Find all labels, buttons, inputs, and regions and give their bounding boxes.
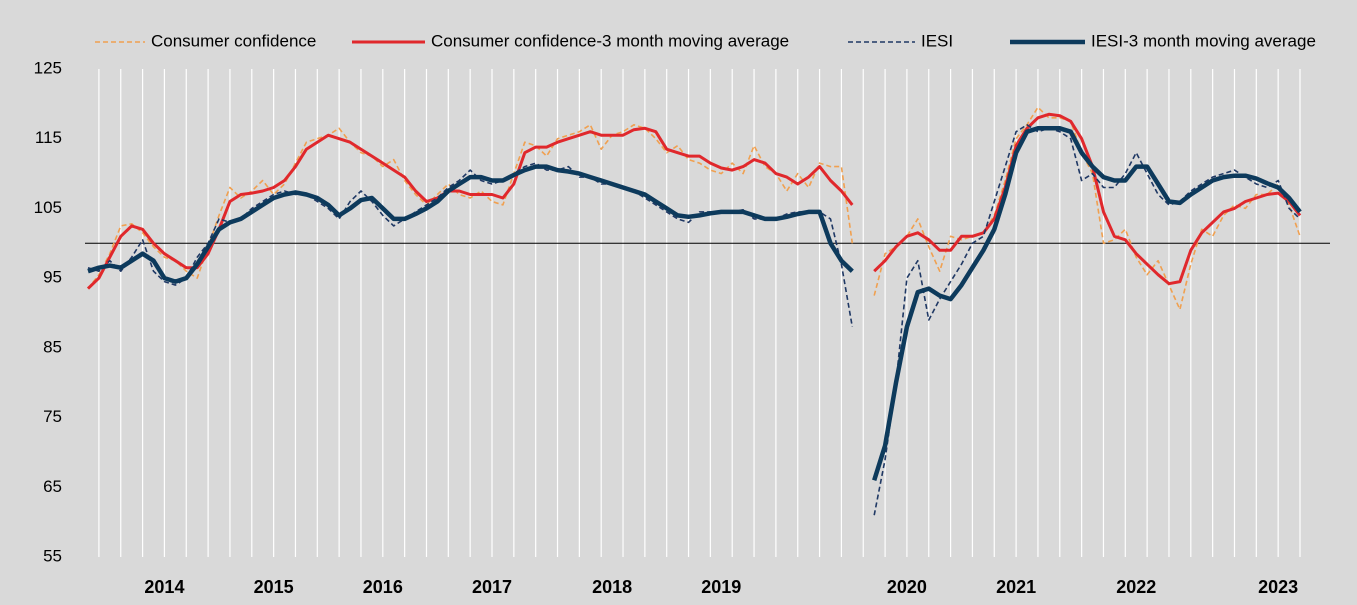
legend-label: IESI-3 month moving average (1091, 31, 1316, 50)
x-tick-label: 2015 (254, 577, 294, 597)
x-tick-label: 2016 (363, 577, 403, 597)
grid (85, 69, 1330, 557)
y-tick-label: 95 (43, 268, 62, 287)
x-tick-label: 2019 (701, 577, 741, 597)
series-line (87, 126, 1302, 481)
x-tick-label: 2022 (1116, 577, 1156, 597)
x-tick-label: 2018 (592, 577, 632, 597)
x-tick-label: 2014 (144, 577, 184, 597)
y-tick-label: 125 (34, 58, 62, 77)
x-tick-label: 2020 (887, 577, 927, 597)
labels: 55 65 75 85 95 105 115 125 2014 2015 2016 2017 2018 2… (34, 31, 1316, 596)
y-tick-label: 55 (43, 546, 62, 565)
y-tick-label: 105 (34, 198, 62, 217)
y-tick-label: 75 (43, 407, 62, 426)
x-tick-label: 2017 (472, 577, 512, 597)
legend-label: IESI (921, 31, 953, 50)
x-tick-label: 2023 (1258, 577, 1298, 597)
legend-label: Consumer confidence (151, 31, 316, 50)
y-tick-label: 65 (43, 477, 62, 496)
lines (86, 106, 1302, 516)
x-tick-label: 2021 (996, 577, 1036, 597)
y-tick-label: 115 (35, 128, 62, 147)
legend-label: Consumer confidence-3 month moving avera… (431, 31, 789, 50)
y-tick-label: 85 (43, 337, 62, 356)
